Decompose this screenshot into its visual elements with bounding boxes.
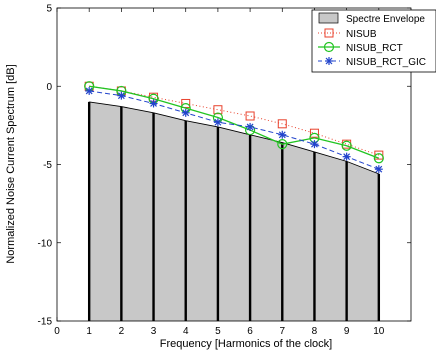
marker-square xyxy=(181,98,191,108)
legend: Spectre Envelope NISUB NISUB_RCT NISUB_R… xyxy=(311,9,436,73)
legend-label-nisub: NISUB xyxy=(346,29,377,40)
x-tick-label: 0 xyxy=(54,326,60,337)
legend-rct-marker xyxy=(323,41,335,53)
marker-circle xyxy=(341,140,352,151)
marker-square xyxy=(309,128,319,138)
marker-circle xyxy=(373,153,384,164)
marker-star xyxy=(181,108,190,117)
envelope-area xyxy=(89,101,379,322)
series-line-nisub_rct xyxy=(89,85,380,159)
marker-star xyxy=(342,152,351,161)
legend-label-envelope: Spectre Envelope xyxy=(346,14,425,25)
marker-star xyxy=(246,122,255,131)
series-layer xyxy=(84,81,384,174)
x-tick-label: 4 xyxy=(183,326,189,337)
x-tick-label: 8 xyxy=(312,326,318,337)
legend-gic-marker xyxy=(325,57,333,65)
marker-star xyxy=(213,118,222,127)
legend-nisub-marker xyxy=(324,28,334,38)
marker-star xyxy=(278,130,287,139)
y-tick-label: 0 xyxy=(46,82,52,93)
marker-star xyxy=(374,165,383,174)
marker-square xyxy=(277,119,287,129)
envelope-layer xyxy=(89,101,379,322)
legend-label-gic: NISUB_RCT_GIC xyxy=(346,57,426,68)
x-tick-label: 10 xyxy=(373,326,385,337)
marker-square xyxy=(245,111,255,121)
x-tick-label: 1 xyxy=(86,326,92,337)
marker-star xyxy=(85,86,94,95)
legend-label-rct: NISUB_RCT xyxy=(346,43,403,54)
y-tick-label: -10 xyxy=(38,238,53,249)
marker-square xyxy=(213,105,223,115)
envelope-outline xyxy=(89,101,379,175)
x-tick-label: 3 xyxy=(151,326,157,337)
series-line-nisub_rct_gic xyxy=(89,90,379,170)
y-tick-label: -5 xyxy=(43,160,52,171)
x-tick-label: 5 xyxy=(215,326,221,337)
y-tick-label: -15 xyxy=(38,317,53,328)
legend-envelope-swatch xyxy=(318,12,339,24)
axes-layer: 0 1 2 3 4 5 6 7 8 9 10 5 0 -5 -10 -15 xyxy=(38,4,412,337)
x-tick-label: 2 xyxy=(119,326,125,337)
y-tick-label: 5 xyxy=(46,4,52,15)
spikes-layer xyxy=(87,101,381,321)
x-tick-label: 6 xyxy=(247,326,253,337)
x-tick-label: 7 xyxy=(279,326,285,337)
marker-star xyxy=(149,99,158,108)
x-tick-label: 9 xyxy=(344,326,350,337)
series-line-nisub xyxy=(89,85,379,156)
marker-star xyxy=(117,91,126,100)
marker-circle xyxy=(277,139,288,150)
x-axis-label: Frequency [Harmonics of the clock] xyxy=(160,338,332,350)
y-axis-label: Normalized Noise Current Spectrum [dB] xyxy=(5,64,17,263)
marker-star xyxy=(310,140,319,149)
